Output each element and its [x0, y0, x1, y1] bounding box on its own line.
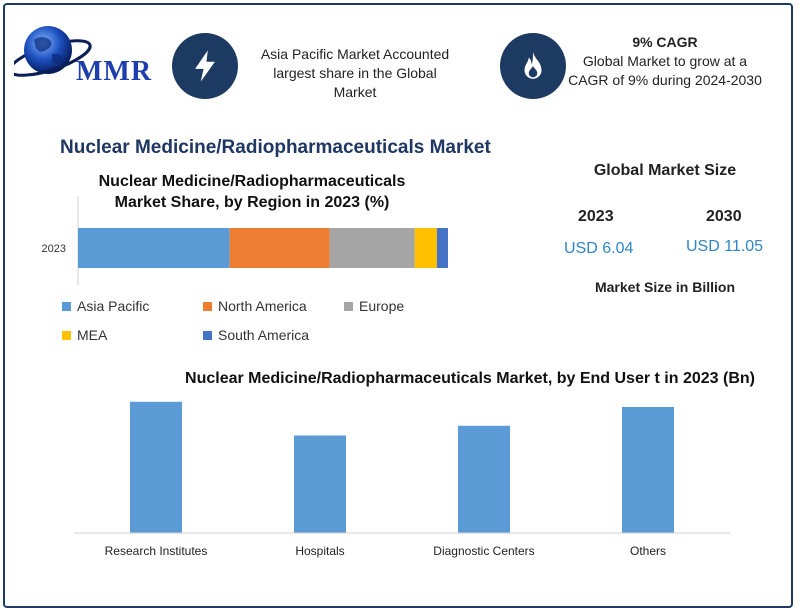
year-2023: 2023 [578, 208, 614, 225]
enduser-category-label: Research Institutes [105, 544, 208, 558]
globe-icon [8, 26, 92, 77]
region-chart-title-line-2: Market Share, by Region in 2023 (%) [114, 194, 390, 211]
legend-label: MEA [77, 327, 108, 343]
enduser-chart-title: Nuclear Medicine/Radiopharmaceuticals Ma… [185, 370, 755, 387]
legend-swatch [203, 301, 212, 311]
value-2030: USD 11.05 [686, 238, 764, 255]
enduser-category-label: Hospitals [295, 544, 344, 558]
region-bar-north-america [229, 228, 330, 268]
enduser-category-label: Diagnostic Centers [433, 544, 534, 558]
legend-south-america: South America [203, 327, 309, 343]
mmr-logo: MMR [8, 20, 164, 90]
market-size-title: Global Market Size [593, 162, 737, 179]
enduser-bar-diagnostic-centers [458, 425, 510, 534]
legend-label: Europe [359, 298, 405, 314]
legend-mea: MEA [62, 327, 107, 343]
legend-swatch [344, 301, 353, 311]
region-info-line-2: largest share in the Global [273, 65, 437, 81]
value-2023: USD 6.04 [564, 240, 634, 257]
legend-label: North America [218, 298, 307, 314]
legend-swatch [62, 330, 71, 340]
region-chart-title-line-1: Nuclear Medicine/Radiopharmaceuticals [98, 173, 406, 190]
cagr-line-1: Global Market to grow at a [582, 53, 748, 69]
legend-europe: Europe [344, 298, 404, 314]
region-bar-south-america [436, 228, 448, 268]
outer-frame [3, 3, 793, 608]
region-bar-mea [414, 228, 437, 268]
year-2030: 2030 [706, 208, 742, 225]
enduser-bar-research-institutes [130, 401, 182, 534]
legend-label: Asia Pacific [77, 298, 150, 314]
flame-icon [500, 33, 566, 99]
enduser-category-label: Others [630, 544, 666, 558]
legend-asia-pacific: Asia Pacific [62, 298, 149, 314]
region-category-label: 2023 [42, 243, 66, 255]
enduser-bar-others [622, 407, 674, 533]
legend-swatch [203, 330, 212, 340]
legend-swatch [62, 301, 71, 311]
cagr-title: 9% CAGR [632, 34, 698, 50]
region-bar-asia-pacific [78, 228, 230, 268]
enduser-bar-hospitals [294, 435, 346, 533]
logo-text: MMR [76, 56, 153, 87]
page-title: Nuclear Medicine/Radiopharmaceuticals Ma… [60, 137, 491, 158]
region-chart-title: Nuclear Medicine/Radiopharmaceuticals Ma… [72, 171, 432, 213]
region-bar-europe [329, 228, 415, 268]
cagr-line-2: CAGR of 9% during 2024-2030 [568, 72, 762, 88]
region-info-line-1: Asia Pacific Market Accounted [260, 46, 450, 62]
cagr-info-text: 9% CAGR Global Market to grow at a CAGR … [565, 33, 765, 90]
region-info-text: Asia Pacific Market Accounted largest sh… [245, 45, 465, 102]
unit-note: Market Size in Billion [594, 279, 736, 295]
legend-label: South America [218, 327, 310, 343]
region-info-line-3: Market [333, 84, 377, 100]
legend-north-america: North America [203, 298, 307, 314]
lightning-icon [172, 33, 238, 99]
